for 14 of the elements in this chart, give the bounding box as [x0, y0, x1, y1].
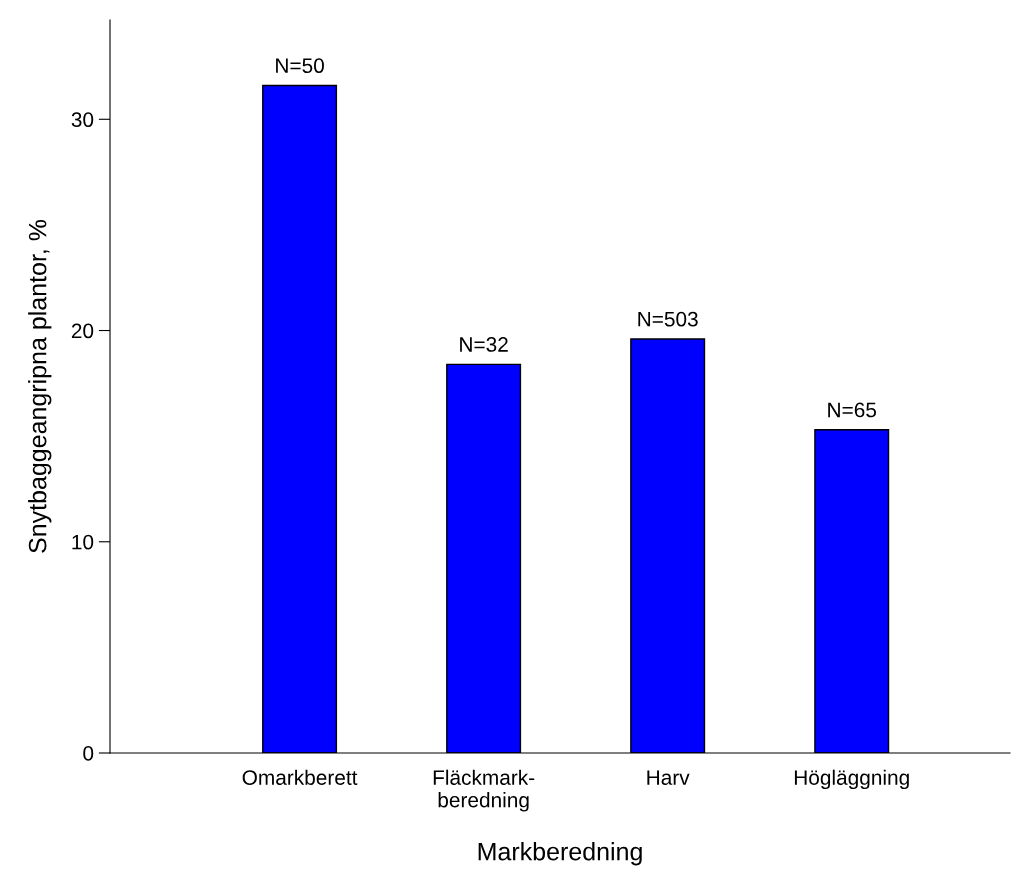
annotation: N=503 [638, 311, 698, 327]
y-tick-label: 10 [72, 534, 94, 550]
y-axis-title: Snytbaggeangripna plantor, % [28, 219, 52, 553]
x-tick-label: Fläckmark- beredning [433, 769, 535, 812]
annotation: N=65 [828, 402, 877, 418]
annotation: N=50 [276, 58, 324, 74]
y-tick-label: 0 [83, 746, 94, 761]
annotation: N=32 [460, 337, 508, 352]
x-tick-label: Omarkberett [242, 769, 358, 785]
y-tick-label: 30 [71, 112, 94, 128]
y-tick-label: 20 [71, 323, 94, 339]
x-tick-label: Högläggning [794, 769, 909, 790]
x-tick-label: Harv [647, 770, 690, 785]
x-axis-title: Markberedning [478, 842, 642, 866]
